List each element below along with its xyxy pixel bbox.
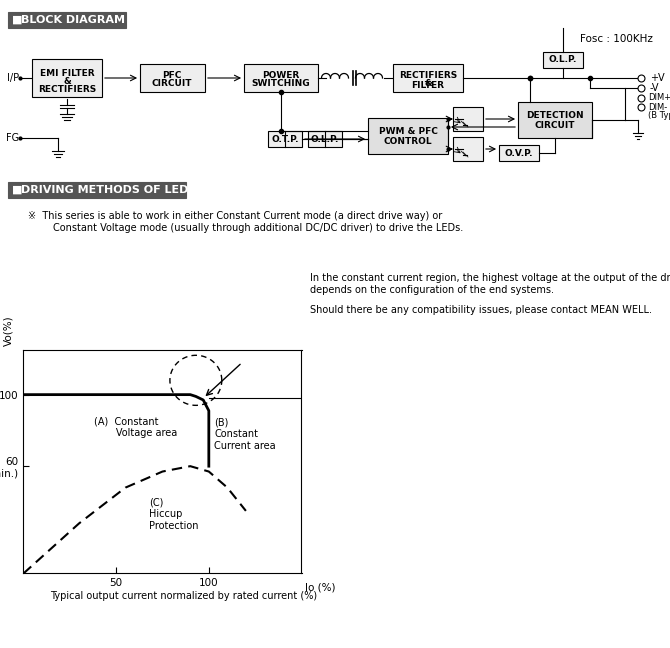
Text: Should there be any compatibility issues, please contact MEAN WELL.: Should there be any compatibility issues…	[310, 305, 652, 315]
Text: RECTIFIERS: RECTIFIERS	[38, 86, 96, 95]
Text: &: &	[63, 78, 71, 86]
Text: BLOCK DIAGRAM: BLOCK DIAGRAM	[21, 15, 125, 25]
Bar	[368, 118, 448, 154]
Bar	[8, 12, 126, 28]
Text: Typical output current normalized by rated current (%): Typical output current normalized by rat…	[50, 591, 317, 601]
Text: Io (%): Io (%)	[306, 583, 336, 593]
Text: O.L.P.: O.L.P.	[311, 135, 339, 143]
Text: DIM-: DIM-	[648, 102, 667, 111]
Text: (B)
Constant
Current area: (B) Constant Current area	[214, 417, 276, 450]
Text: O.V.P.: O.V.P.	[505, 148, 533, 157]
Bar	[268, 131, 302, 147]
Bar	[453, 107, 483, 131]
Bar	[140, 64, 205, 92]
Text: POWER: POWER	[263, 71, 299, 80]
Text: PFC: PFC	[162, 71, 182, 80]
Text: (C)
Hiccup
Protection: (C) Hiccup Protection	[149, 498, 199, 531]
Text: &: &	[424, 80, 432, 89]
Bar	[393, 64, 463, 92]
Bar	[543, 52, 583, 68]
Text: +V: +V	[650, 73, 665, 83]
Text: ■: ■	[12, 185, 23, 195]
Text: SWITCHING: SWITCHING	[252, 80, 310, 89]
Text: CIRCUIT: CIRCUIT	[535, 122, 576, 130]
Text: Vo(%): Vo(%)	[3, 316, 13, 346]
Text: (B Type): (B Type)	[648, 111, 670, 121]
Text: O.L.P.: O.L.P.	[549, 56, 577, 65]
Text: Fosc : 100KHz: Fosc : 100KHz	[580, 34, 653, 44]
Text: EMI FILTER: EMI FILTER	[40, 69, 94, 78]
Text: O.T.P.: O.T.P.	[271, 135, 299, 143]
Text: DIM+: DIM+	[648, 93, 670, 102]
Bar	[244, 64, 318, 92]
Bar	[453, 137, 483, 161]
Text: depends on the configuration of the end systems.: depends on the configuration of the end …	[310, 285, 554, 295]
Text: PWM & PFC: PWM & PFC	[379, 126, 438, 135]
Text: RECTIFIERS: RECTIFIERS	[399, 71, 457, 80]
Text: Constant Voltage mode (usually through additional DC/DC driver) to drive the LED: Constant Voltage mode (usually through a…	[28, 223, 463, 233]
Text: FG: FG	[6, 133, 19, 143]
Text: ■: ■	[12, 15, 23, 25]
Text: DRIVING METHODS OF LED MODULE: DRIVING METHODS OF LED MODULE	[21, 185, 245, 195]
Text: I/P: I/P	[7, 73, 19, 83]
Bar	[32, 59, 102, 97]
Text: (A)  Constant
       Voltage area: (A) Constant Voltage area	[94, 416, 177, 437]
Bar	[308, 131, 342, 147]
Text: DETECTION: DETECTION	[526, 111, 584, 121]
Bar	[518, 102, 592, 138]
Bar	[8, 182, 186, 198]
Text: CONTROL: CONTROL	[384, 137, 432, 146]
Text: In the constant current region, the highest voltage at the output of the driver: In the constant current region, the high…	[310, 273, 670, 283]
Bar	[499, 145, 539, 161]
Text: ※  This series is able to work in either Constant Current mode (a direct drive w: ※ This series is able to work in either …	[28, 211, 442, 221]
Text: -V: -V	[650, 83, 659, 93]
Text: CIRCUIT: CIRCUIT	[151, 80, 192, 89]
Text: FILTER: FILTER	[411, 80, 444, 89]
